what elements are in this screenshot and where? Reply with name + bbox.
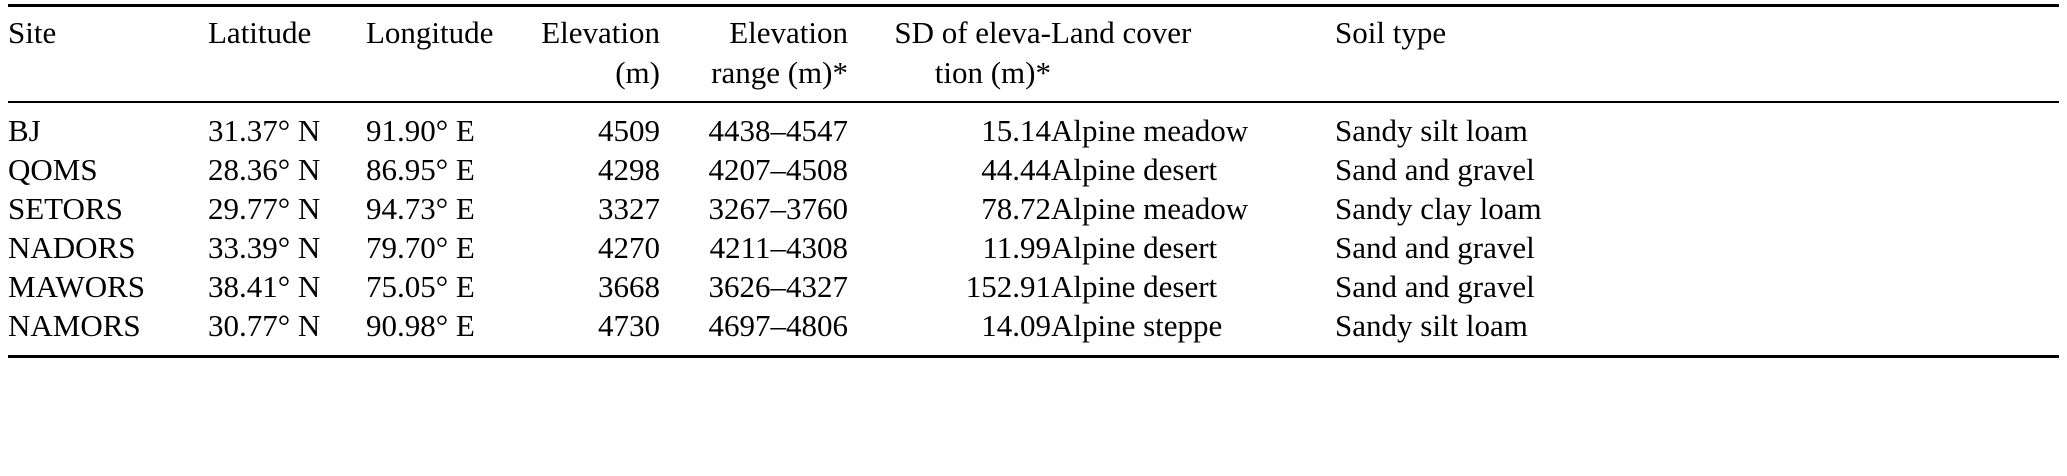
cell-soil-type: Sand and gravel [1335, 152, 1535, 187]
cell-elevation: 3668 [598, 269, 660, 304]
header-label-land-cover: Land cover [1051, 15, 1192, 50]
cell-elevation-range: 3267–3760 [708, 191, 849, 226]
cell-elevation-range: 3626–4327 [708, 269, 849, 304]
header-cell-elevation-range: Elevation range (m)* [660, 6, 848, 103]
cell-land-cover: Alpine desert [1051, 269, 1218, 304]
cell-soil-type: Sand and gravel [1335, 269, 1535, 304]
header-label-elevation-range-line2: range (m)* [711, 55, 848, 90]
header-label-site-line2 [8, 53, 208, 93]
header-label-longitude-line2 [366, 53, 506, 93]
table-row: MAWORS 38.41° N 75.05° E 3668 3626–4327 … [8, 267, 2059, 306]
header-cell-soil-type: Soil type [1335, 6, 2059, 103]
header-cell-sd-elevation: SD of eleva- tion (m)* [848, 6, 1051, 103]
cell-land-cover: Alpine desert [1051, 152, 1218, 187]
header-label-sd-elevation: SD of eleva- [894, 15, 1051, 50]
header-label-soil-type: Soil type [1335, 15, 1447, 50]
cell-site: MAWORS [8, 269, 146, 304]
cell-elevation: 4270 [598, 230, 660, 265]
cell-sd-elevation: 11.99 [982, 230, 1051, 265]
header-label-soil-type-line2 [1335, 53, 2059, 93]
cell-sd-elevation: 15.14 [981, 113, 1051, 148]
header-cell-land-cover: Land cover [1051, 6, 1335, 103]
cell-sd-elevation: 14.09 [981, 308, 1051, 343]
header-label-elevation-range: Elevation [729, 15, 848, 50]
cell-longitude: 86.95° E [366, 152, 475, 187]
header-cell-elevation: Elevation (m) [506, 6, 660, 103]
cell-site: NADORS [8, 230, 136, 265]
table-row: NAMORS 30.77° N 90.98° E 4730 4697–4806 … [8, 306, 2059, 357]
header-label-sd-elevation-line2: tion (m)* [934, 55, 1051, 90]
header-label-elevation-line2: (m) [615, 55, 660, 90]
cell-longitude: 79.70° E [366, 230, 475, 265]
cell-longitude: 91.90° E [366, 113, 475, 148]
cell-land-cover: Alpine desert [1051, 230, 1218, 265]
site-characteristics-table: Site Latitude Longitude Elevation (m) El… [8, 4, 2059, 358]
cell-elevation-range: 4697–4806 [708, 308, 849, 343]
cell-land-cover: Alpine meadow [1051, 113, 1249, 148]
cell-sd-elevation: 78.72 [981, 191, 1051, 226]
header-cell-latitude: Latitude [208, 6, 366, 103]
header-cell-longitude: Longitude [366, 6, 506, 103]
cell-land-cover: Alpine meadow [1051, 191, 1249, 226]
cell-soil-type: Sandy silt loam [1335, 308, 1528, 343]
header-cell-site: Site [8, 6, 208, 103]
table-header-row: Site Latitude Longitude Elevation (m) El… [8, 6, 2059, 103]
cell-elevation-range: 4438–4547 [708, 113, 849, 148]
cell-elevation: 3327 [598, 191, 660, 226]
cell-elevation: 4298 [598, 152, 660, 187]
cell-sd-elevation: 152.91 [965, 269, 1051, 304]
cell-site: SETORS [8, 191, 123, 226]
cell-latitude: 31.37° N [208, 113, 321, 148]
cell-latitude: 38.41° N [208, 269, 321, 304]
cell-latitude: 29.77° N [208, 191, 321, 226]
header-label-land-cover-line2 [1051, 53, 1335, 93]
cell-land-cover: Alpine steppe [1051, 308, 1223, 343]
cell-elevation-range: 4207–4508 [708, 152, 849, 187]
cell-latitude: 30.77° N [208, 308, 321, 343]
cell-soil-type: Sand and gravel [1335, 230, 1535, 265]
cell-site: QOMS [8, 152, 98, 187]
cell-soil-type: Sandy clay loam [1335, 191, 1542, 226]
header-label-site: Site [8, 15, 57, 50]
table-row: QOMS 28.36° N 86.95° E 4298 4207–4508 44… [8, 150, 2059, 189]
cell-latitude: 28.36° N [208, 152, 321, 187]
header-label-elevation: Elevation [541, 15, 660, 50]
table-row: SETORS 29.77° N 94.73° E 3327 3267–3760 … [8, 189, 2059, 228]
header-label-latitude: Latitude [208, 15, 312, 50]
cell-longitude: 75.05° E [366, 269, 475, 304]
cell-latitude: 33.39° N [208, 230, 321, 265]
cell-elevation: 4509 [598, 113, 660, 148]
cell-elevation: 4730 [598, 308, 660, 343]
header-label-latitude-line2 [208, 53, 366, 93]
cell-sd-elevation: 44.44 [981, 152, 1051, 187]
cell-elevation-range: 4211–4308 [709, 230, 848, 265]
cell-longitude: 94.73° E [366, 191, 475, 226]
table-row: NADORS 33.39° N 79.70° E 4270 4211–4308 … [8, 228, 2059, 267]
cell-site: NAMORS [8, 308, 141, 343]
header-label-longitude: Longitude [366, 15, 494, 50]
cell-site: BJ [8, 113, 41, 148]
table-row: BJ 31.37° N 91.90° E 4509 4438–4547 15.1… [8, 102, 2059, 150]
cell-longitude: 90.98° E [366, 308, 475, 343]
cell-soil-type: Sandy silt loam [1335, 113, 1528, 148]
